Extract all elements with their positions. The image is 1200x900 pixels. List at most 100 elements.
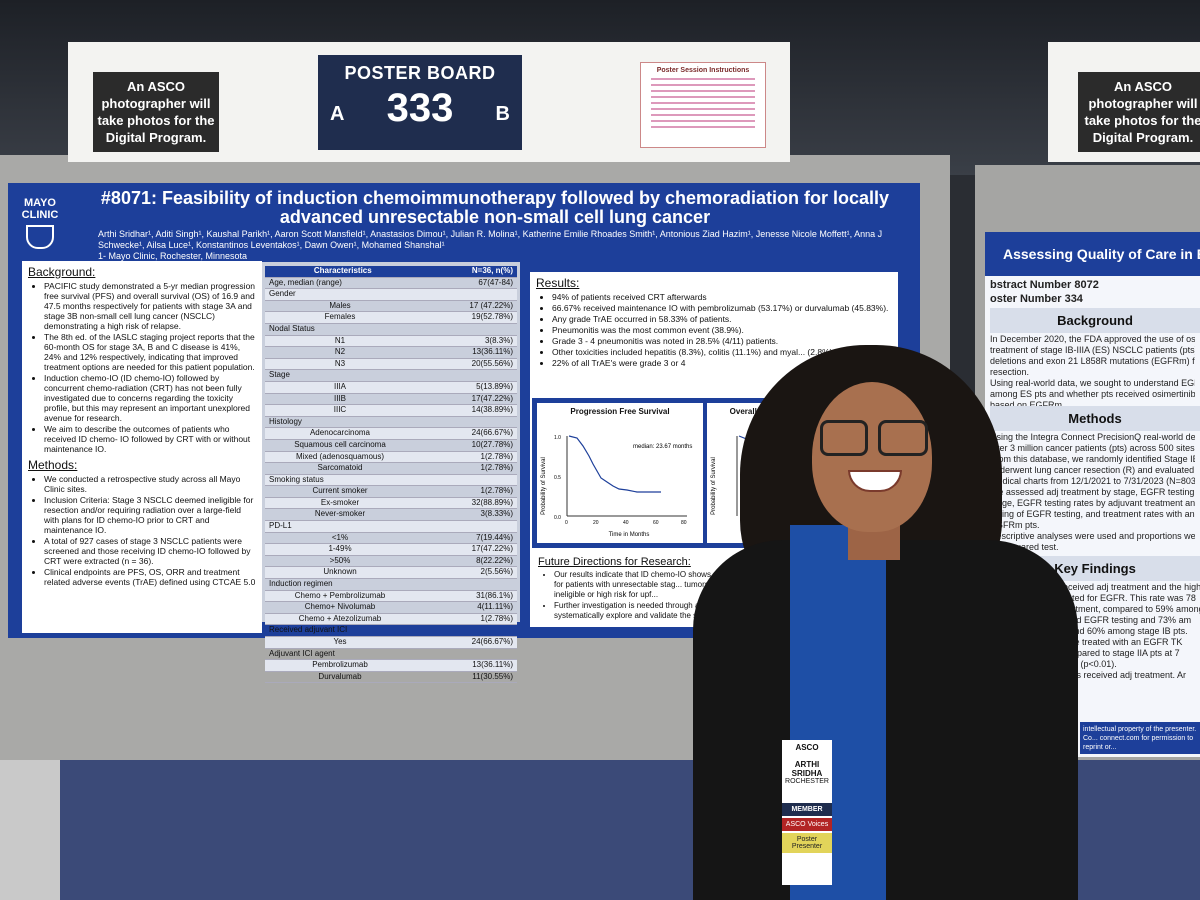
table-header: Characteristics N=36, n(%): [265, 266, 517, 278]
characteristics-table: Characteristics N=36, n(%) Age, median (…: [265, 266, 517, 684]
table-row: Nodal Status: [265, 324, 517, 336]
table-cell-value: 19(52.78%): [471, 312, 513, 322]
table-cell-characteristic: <1%: [331, 532, 349, 542]
table-cell-characteristic: Ex-smoker: [320, 497, 360, 507]
table-cell-value: 1(2.78%): [480, 463, 513, 473]
neighbor-methods-text: Using the Integra Connect PrecisionQ rea…: [990, 432, 1195, 553]
neighbor-findings-text: received adj treatment and the highest a…: [1060, 582, 1200, 681]
text-line: tested for EGFR. This rate was 78: [1060, 593, 1196, 603]
table-row: Induction regimen: [265, 579, 517, 591]
table-row: 1-49% 17(47.22%): [265, 544, 517, 556]
text-line: among ES pts and whether pts received os…: [990, 389, 1195, 399]
pfs-ytick-0: 0.0: [554, 515, 561, 521]
table-cell-characteristic: Unknown: [323, 567, 357, 577]
table-cell-value: 13(36.11%): [472, 347, 513, 357]
list-item: Induction chemo-IO (ID chemo-IO) followe…: [44, 373, 256, 423]
table-cell-characteristic: IIIA: [333, 381, 346, 391]
session-instructions-sheet: Poster Session Instructions: [640, 62, 766, 148]
table-cell-characteristic: Gender: [269, 289, 296, 299]
table-cell-value: 17(47.22%): [471, 393, 513, 403]
table-cell-characteristic: Squamous cell carcinoma: [294, 439, 386, 449]
future-heading: Future Directions for Research:: [538, 556, 691, 568]
pfs-chart: Progression Free Survival Probability of…: [537, 403, 703, 543]
text-line: underwent lung cancer resection (R) and …: [990, 465, 1195, 475]
side-b: B: [495, 103, 510, 125]
text-line: stage, EGFR testing rates by adjuvant tr…: [990, 498, 1195, 508]
table-cell-value: 3(8.3%): [484, 335, 513, 345]
table-row: Ex-smoker 32(88.89%): [265, 497, 517, 510]
text-line: treatment, compared to 59% among: [1060, 604, 1200, 614]
list-item: 66.67% received maintenance IO with pemb…: [552, 303, 892, 313]
poster-title: #8071: Feasibility of induction chemoimm…: [100, 188, 890, 227]
pillar: [0, 760, 60, 900]
table-cell-value: 13(36.11%): [472, 660, 513, 670]
table-row: Age, median (range) 67(47-84): [265, 278, 517, 290]
presenter-face: [812, 382, 932, 532]
table-cell-characteristic: Durvalumab: [318, 671, 362, 681]
text-line: eived EGFR testing and 73% am: [1060, 615, 1192, 625]
table-row: Squamous cell carcinoma 10(27.78%): [265, 440, 517, 452]
text-line: In December 2020, the FDA approved the u…: [990, 334, 1195, 344]
text-line: deletions and exon 21 L858R mutations (E…: [990, 356, 1195, 366]
text-line: were treated with an EGFR TK: [1060, 637, 1183, 647]
table-cell-characteristic: Histology: [269, 416, 302, 426]
list-item: We conducted a retrospective study acros…: [44, 474, 256, 494]
pfs-xtick-4: 80: [681, 520, 687, 526]
table-cell-value: 7(19.44%): [476, 532, 513, 542]
poster-copyright: ©2024 Mayo Foundation for Medical Educat…: [24, 622, 161, 628]
table-cell-value: [417, 649, 517, 660]
table-cell-characteristic: Pembrolizumab: [312, 660, 368, 670]
text-line: We assessed adj treatment by stage, EGFR…: [990, 487, 1195, 497]
table-cell-value: [417, 579, 517, 590]
text-line: s, and 60% among stage IB pts.: [1060, 626, 1188, 636]
table-cell-value: 4(11.11%): [477, 602, 513, 612]
photographer-notice: An ASCO photographer will take photos fo…: [93, 72, 219, 152]
pfs-xtick-2: 40: [623, 520, 629, 526]
pfs-y-label: Probability of Survival: [541, 457, 547, 515]
table-cell-value: [417, 417, 517, 428]
background-list: PACIFIC study demonstrated a 5-yr median…: [44, 281, 256, 454]
table-cell-characteristic: >50%: [329, 555, 351, 565]
pfs-xtick-3: 60: [653, 520, 659, 526]
results-list: 94% of patients received CRT afterwards6…: [552, 292, 892, 368]
list-item: PACIFIC study demonstrated a 5-yr median…: [44, 281, 256, 331]
methods-heading: Methods:: [28, 458, 78, 472]
list-item: 22% of all TrAE's were grade 3 or 4: [552, 358, 892, 368]
table-cell-characteristic: Chemo + Atezolizumab: [298, 613, 382, 623]
table-cell-characteristic: Received adjuvant ICI: [269, 625, 348, 635]
background-heading: Background:: [28, 265, 96, 279]
table-row: Chemo + Pembrolizumab 31(86.1%): [265, 590, 517, 603]
table-row: Smoking status: [265, 474, 517, 487]
table-row: Males 17 (47.22%): [265, 301, 517, 313]
table-row: Adjuvant ICI agent: [265, 649, 517, 661]
table-row: Received adjuvant ICI: [265, 625, 517, 637]
neighbor-poster-title: Assessing Quality of Care in Ear: [985, 232, 1200, 276]
text-line: received adj treatment and the highest a…: [1060, 582, 1200, 592]
list-item: Other toxicities included hepatitis (8.3…: [552, 347, 892, 357]
badge-ribbon-member: MEMBER: [782, 803, 832, 816]
table-cell-value: 8(22.22%): [476, 555, 513, 565]
neighbor-background-heading: Background: [990, 308, 1200, 333]
table-cell-characteristic: Adjuvant ICI agent: [269, 648, 335, 658]
table-cell-value: 11(30.55%): [472, 671, 513, 681]
instructions-title: Poster Session Instructions: [656, 67, 750, 74]
methods-list: We conducted a retrospective study acros…: [44, 474, 256, 587]
text-line: EGFRm pts.: [990, 520, 1040, 530]
list-item: Further investigation is needed through …: [554, 601, 756, 621]
table-row: Histology: [265, 417, 517, 429]
table-row: Unknown 2(5.56%): [265, 567, 517, 580]
list-item: We aim to describe the outcomes of patie…: [44, 424, 256, 454]
table-cell-value: 14(38.89%): [471, 405, 513, 415]
poster-authors: Arthi Sridhar¹, Aditi Singh¹, Kaushal Pa…: [98, 229, 883, 261]
table-row: Current smoker 1(2.78%): [265, 486, 517, 498]
list-item: Inclusion Criteria: Stage 3 NSCLC deemed…: [44, 495, 256, 535]
table-cell-value: 2(5.56%): [480, 567, 513, 577]
table-row: Chemo+ Nivolumab 4(11.11%): [265, 602, 517, 614]
neighbor-poster-number: oster Number 334: [990, 294, 1083, 305]
table-cell-value: 31(86.1%): [476, 590, 513, 600]
table-row: Sarcomatoid 1(2.78%): [265, 463, 517, 475]
board-number: 333: [386, 86, 454, 130]
table-cell-value: 5(13.89%): [476, 381, 513, 391]
table-row: Mixed (adenosquamous) 1(2.78%): [265, 451, 517, 464]
table-cell-characteristic: IIIC: [333, 405, 347, 415]
